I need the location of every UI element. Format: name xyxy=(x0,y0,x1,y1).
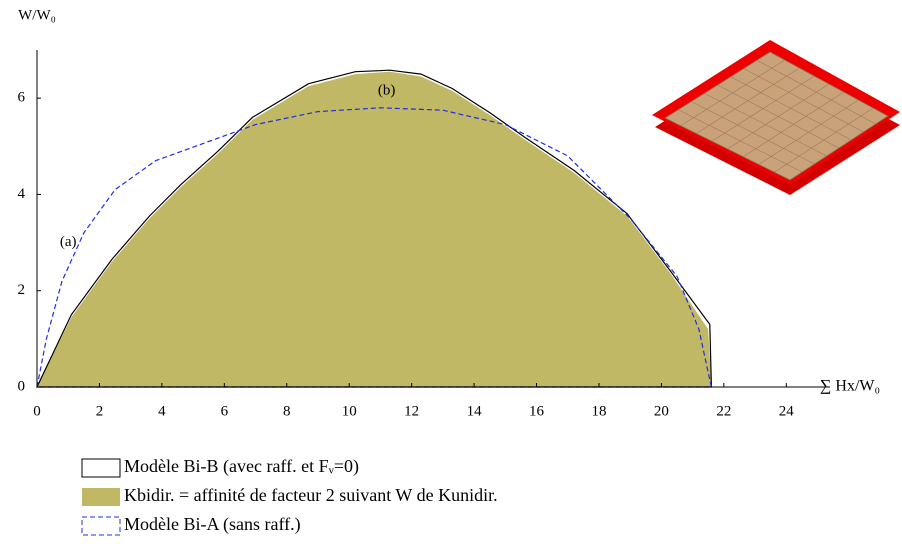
x-tick-label: 14 xyxy=(467,403,483,419)
plate-grid-line xyxy=(756,59,876,125)
area xyxy=(37,71,712,387)
x-tick-label: 18 xyxy=(591,403,606,419)
line xyxy=(36,69,713,388)
legend-swatch xyxy=(82,488,120,506)
y-tick-label: 4 xyxy=(18,186,26,202)
y-axis-label: W/W₀ xyxy=(18,7,56,23)
plate-grid-line xyxy=(774,107,874,173)
x-tick-label: 0 xyxy=(33,403,41,419)
legend-label: Modèle Bi-B (avec raff. et Fᵥ=0) xyxy=(124,456,359,477)
inset-plate xyxy=(652,40,900,195)
plate-grid-line xyxy=(758,99,859,165)
x-axis-label: ∑ Hx/W₀ xyxy=(820,378,880,395)
x-tick-label: 4 xyxy=(158,403,166,419)
x-tick-label: 22 xyxy=(716,403,731,419)
annotation: (b) xyxy=(378,82,396,98)
plate-grid-line xyxy=(743,68,864,133)
line xyxy=(36,107,713,388)
legend-swatch xyxy=(81,458,121,478)
x-tick-label: 12 xyxy=(404,403,419,419)
x-tick-label: 20 xyxy=(654,403,669,419)
annotation: (a) xyxy=(60,234,77,250)
y-tick-label: 0 xyxy=(18,378,26,394)
plate-grid-line xyxy=(727,83,830,150)
plate-grid-line xyxy=(742,91,844,158)
x-tick-label: 16 xyxy=(529,403,545,419)
y-tick-label: 2 xyxy=(18,282,26,298)
plate-grid-line xyxy=(730,76,852,141)
legend-label: Kbidir. = affinité de facteur 2 suivant … xyxy=(124,485,498,505)
y-tick-label: 6 xyxy=(18,90,26,106)
x-tick-label: 2 xyxy=(96,403,104,419)
legend-swatch xyxy=(81,516,121,536)
x-tick-label: 6 xyxy=(221,403,229,419)
x-tick-label: 24 xyxy=(779,403,795,419)
legend-label: Modèle Bi-A (sans raff.) xyxy=(124,514,301,535)
x-tick-label: 8 xyxy=(283,403,291,419)
x-tick-label: 10 xyxy=(342,403,357,419)
